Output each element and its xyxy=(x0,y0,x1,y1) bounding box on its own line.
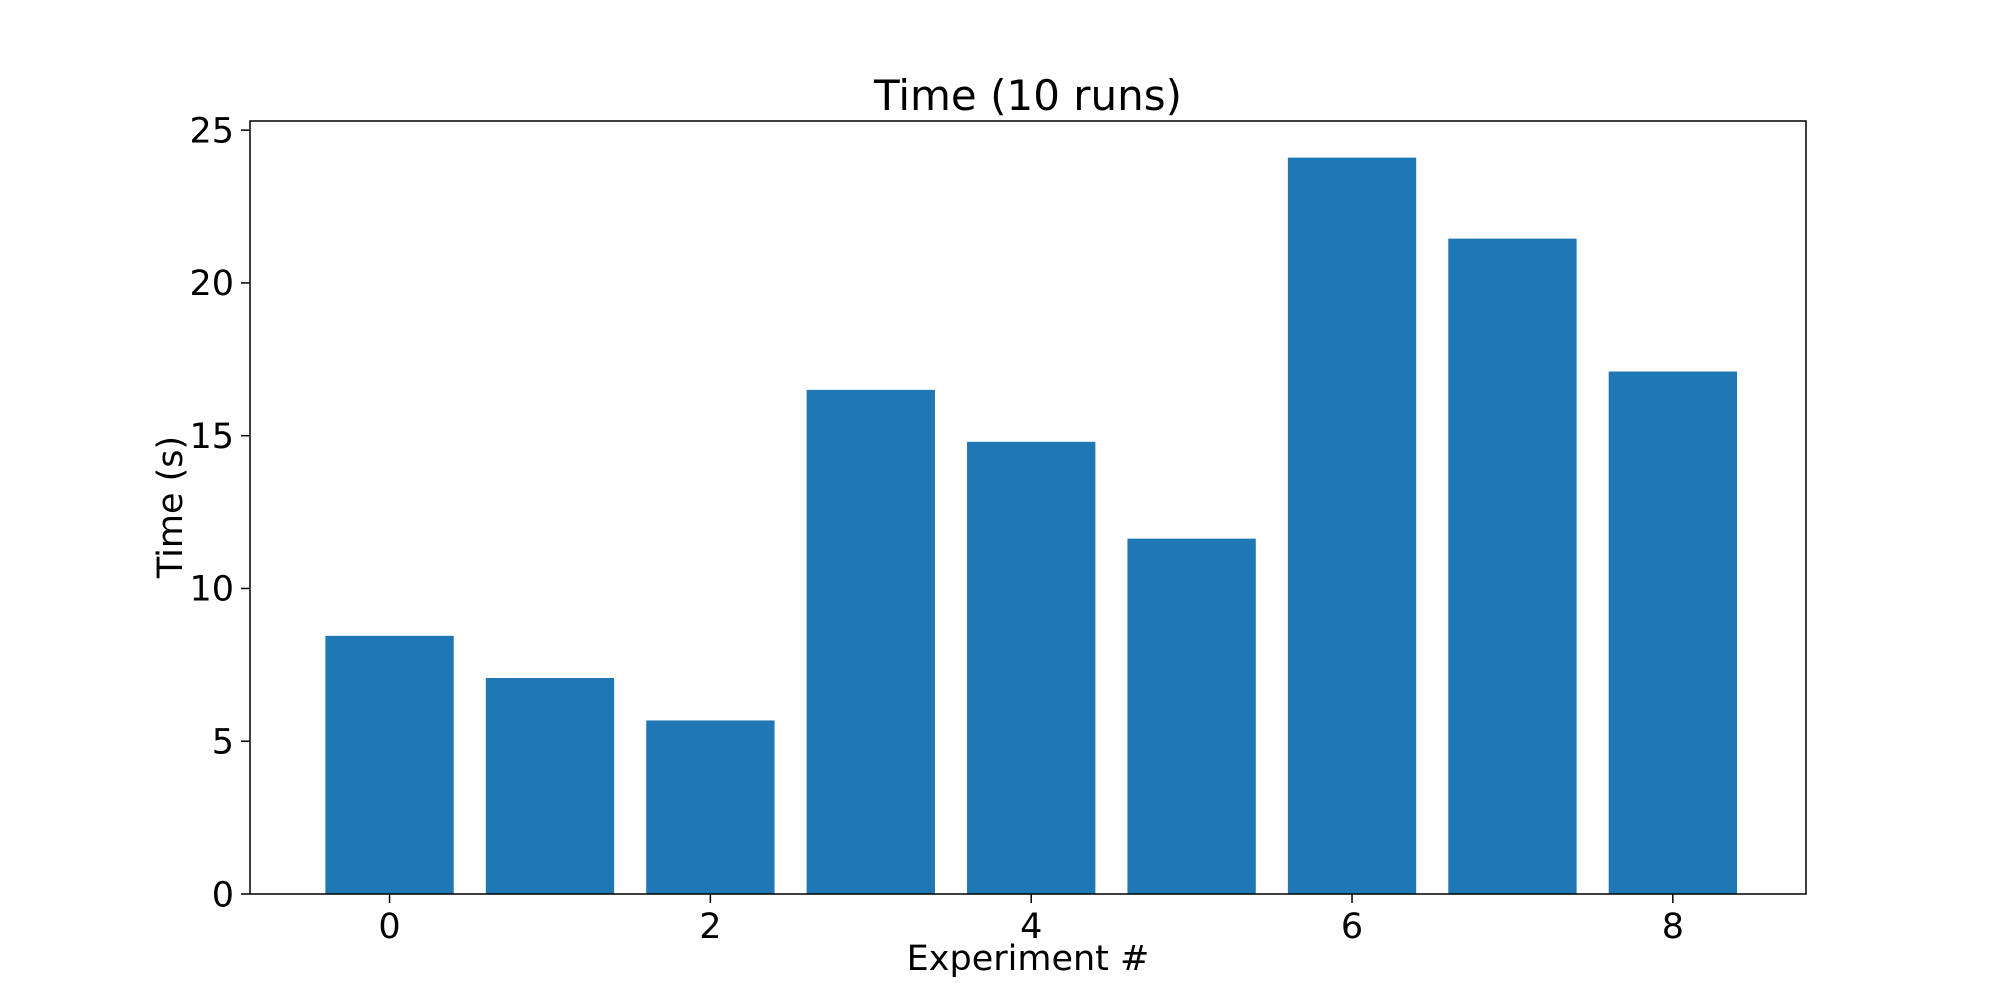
plot-frame xyxy=(249,120,1807,895)
x-tick-label: 4 xyxy=(1020,907,1042,947)
y-tick-label: 15 xyxy=(189,417,234,457)
y-tick-label: 0 xyxy=(212,875,234,915)
bar-2 xyxy=(646,720,775,894)
chart-title: Time (10 runs) xyxy=(873,71,1182,120)
bar-5 xyxy=(1127,538,1256,894)
x-tick-label: 2 xyxy=(699,907,721,947)
x-axis-title: Experiment # xyxy=(907,939,1150,979)
bar-8 xyxy=(1608,371,1738,894)
y-tick-label: 10 xyxy=(189,570,234,610)
y-tick-label: 5 xyxy=(212,722,234,762)
bar-1 xyxy=(485,677,615,894)
bar-0 xyxy=(325,635,454,894)
bar-7 xyxy=(1448,238,1577,894)
bar-4 xyxy=(967,441,1096,894)
y-axis: 0 5 10 15 20 25 xyxy=(189,111,250,915)
bar-3 xyxy=(806,389,935,894)
y-tick-label: 25 xyxy=(189,111,234,151)
y-axis-title: Time (s) xyxy=(151,436,191,579)
bar-6 xyxy=(1287,157,1417,894)
x-tick-label: 8 xyxy=(1662,907,1684,947)
x-tick-label: 0 xyxy=(378,907,400,947)
x-tick-label: 6 xyxy=(1341,907,1363,947)
y-tick-label: 20 xyxy=(189,264,234,304)
x-axis: 0 2 4 6 8 xyxy=(378,894,1684,947)
bars-group xyxy=(325,157,1738,894)
